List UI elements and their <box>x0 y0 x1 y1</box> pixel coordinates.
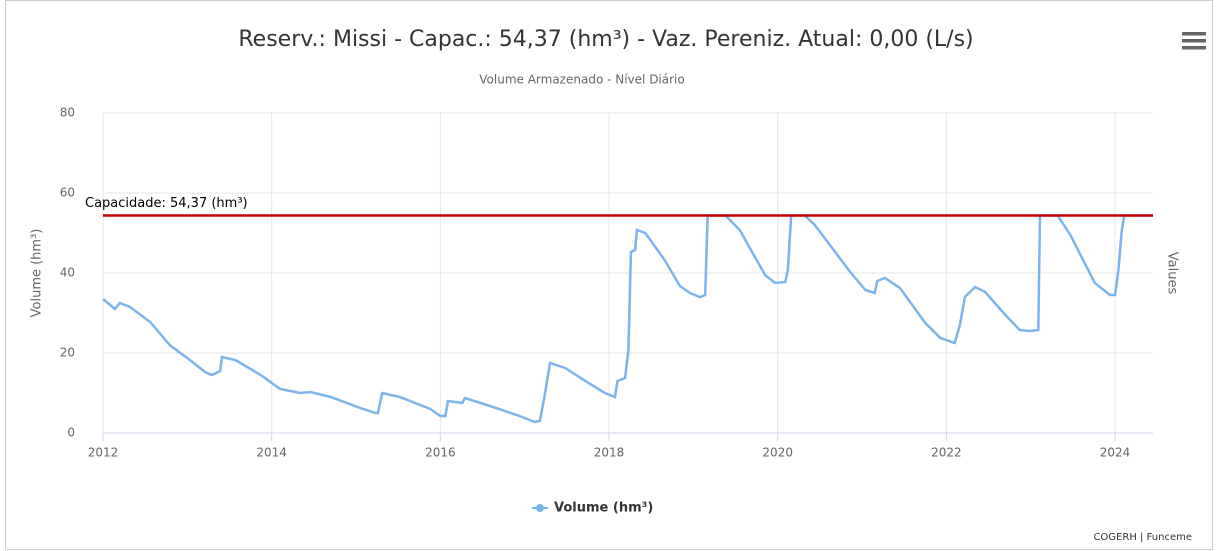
credits: COGERH | Funceme <box>1093 532 1192 543</box>
y-tick-label: 40 <box>60 266 75 280</box>
x-tick-label: 2018 <box>594 446 625 460</box>
y-axis-title: Volume (hm³) <box>30 229 45 318</box>
y-tick-label: 60 <box>60 186 75 200</box>
x-tick-label: 2024 <box>1100 446 1131 460</box>
x-tick-label: 2016 <box>425 446 456 460</box>
y-tick-label: 0 <box>67 426 75 440</box>
x-tick-label: 2020 <box>762 446 793 460</box>
x-tick-label: 2014 <box>256 446 287 460</box>
series-line <box>102 214 1153 424</box>
x-tick-label: 2022 <box>931 446 962 460</box>
x-tick-label: 2012 <box>88 446 119 460</box>
chart-subtitle: Volume Armazenado - Nível Diário <box>479 73 684 87</box>
capacity-label: Capacidade: 54,37 (hm³) <box>85 196 248 211</box>
menu-bar <box>1182 46 1206 50</box>
legend-label: Volume (hm³) <box>554 501 653 516</box>
menu-bar <box>1182 39 1206 43</box>
y2-axis-title: Values <box>1165 252 1180 295</box>
y-tick-label: 80 <box>60 106 75 120</box>
menu-button[interactable] <box>1182 32 1206 50</box>
y-tick-label: 20 <box>60 346 75 360</box>
menu-bar <box>1182 32 1206 36</box>
legend-marker <box>536 504 544 512</box>
chart-title: Reserv.: Missi - Capac.: 54,37 (hm³) - V… <box>238 27 973 52</box>
